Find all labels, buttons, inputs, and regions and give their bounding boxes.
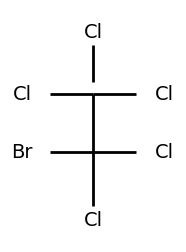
Text: Cl: Cl bbox=[154, 142, 174, 162]
Text: Cl: Cl bbox=[154, 84, 174, 104]
Text: Br: Br bbox=[11, 142, 33, 162]
Text: Cl: Cl bbox=[84, 210, 102, 230]
Text: Cl: Cl bbox=[84, 22, 102, 42]
Text: Cl: Cl bbox=[12, 84, 32, 104]
